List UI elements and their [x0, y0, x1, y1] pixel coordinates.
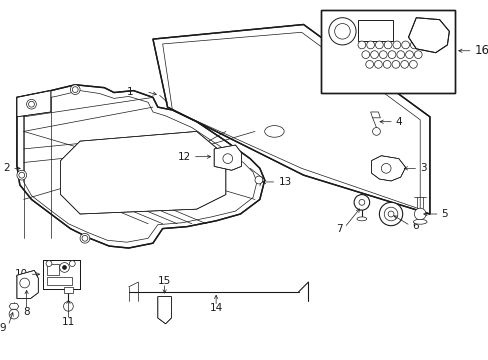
Circle shape	[334, 23, 349, 39]
Text: 7: 7	[335, 224, 342, 234]
Circle shape	[223, 154, 232, 163]
Polygon shape	[153, 24, 429, 214]
Circle shape	[69, 261, 75, 266]
Circle shape	[387, 211, 393, 217]
Circle shape	[20, 278, 29, 288]
Polygon shape	[214, 145, 241, 170]
Circle shape	[387, 51, 395, 59]
Circle shape	[396, 51, 404, 59]
Circle shape	[409, 41, 417, 49]
Text: 16: 16	[474, 44, 488, 57]
Circle shape	[353, 194, 369, 210]
Circle shape	[391, 60, 399, 68]
Circle shape	[254, 176, 262, 184]
Circle shape	[384, 207, 397, 221]
Polygon shape	[370, 112, 380, 118]
Circle shape	[26, 99, 36, 109]
Circle shape	[60, 262, 69, 272]
Circle shape	[375, 41, 383, 49]
Circle shape	[392, 41, 400, 49]
Circle shape	[374, 60, 382, 68]
Text: 3: 3	[419, 163, 426, 173]
Text: 15: 15	[158, 276, 171, 286]
Circle shape	[408, 60, 416, 68]
Circle shape	[365, 60, 373, 68]
Text: 6: 6	[411, 221, 418, 231]
Bar	[43, 260, 80, 289]
Ellipse shape	[356, 217, 366, 221]
Text: 13: 13	[278, 177, 291, 187]
Circle shape	[80, 233, 90, 243]
Bar	[321, 10, 454, 93]
Circle shape	[366, 41, 374, 49]
Polygon shape	[61, 131, 225, 214]
Circle shape	[370, 51, 378, 59]
Circle shape	[401, 41, 408, 49]
Text: 2: 2	[3, 163, 10, 173]
Text: 12: 12	[177, 152, 190, 162]
Circle shape	[17, 170, 26, 180]
Circle shape	[405, 51, 412, 59]
Circle shape	[372, 127, 380, 135]
Circle shape	[384, 41, 391, 49]
Circle shape	[381, 163, 390, 173]
Circle shape	[9, 309, 19, 319]
Text: 8: 8	[23, 307, 30, 317]
Bar	[63, 287, 73, 293]
Text: 14: 14	[209, 303, 223, 313]
Circle shape	[379, 51, 386, 59]
Bar	[357, 20, 392, 41]
Polygon shape	[17, 270, 38, 298]
Polygon shape	[158, 297, 171, 324]
Polygon shape	[407, 18, 448, 53]
Text: 10: 10	[15, 269, 27, 279]
Circle shape	[361, 51, 369, 59]
Bar	[47, 277, 72, 285]
Text: 9: 9	[0, 323, 6, 333]
Circle shape	[62, 266, 66, 269]
Polygon shape	[9, 303, 19, 309]
Circle shape	[63, 301, 73, 311]
Polygon shape	[17, 91, 51, 117]
Bar	[43, 260, 80, 289]
Circle shape	[46, 261, 52, 266]
Polygon shape	[371, 156, 405, 181]
Circle shape	[379, 202, 402, 226]
Text: 5: 5	[441, 209, 447, 219]
Text: 11: 11	[61, 317, 75, 327]
Text: 1: 1	[126, 86, 133, 96]
Circle shape	[357, 41, 365, 49]
Circle shape	[358, 199, 364, 205]
Text: 4: 4	[395, 117, 402, 127]
Circle shape	[413, 51, 421, 59]
Circle shape	[400, 60, 407, 68]
Circle shape	[383, 60, 390, 68]
Circle shape	[70, 85, 80, 94]
Polygon shape	[17, 85, 264, 248]
Bar	[47, 264, 59, 275]
Bar	[321, 10, 454, 93]
Circle shape	[413, 208, 425, 220]
Circle shape	[328, 18, 355, 45]
Ellipse shape	[412, 219, 426, 224]
Circle shape	[418, 41, 426, 49]
